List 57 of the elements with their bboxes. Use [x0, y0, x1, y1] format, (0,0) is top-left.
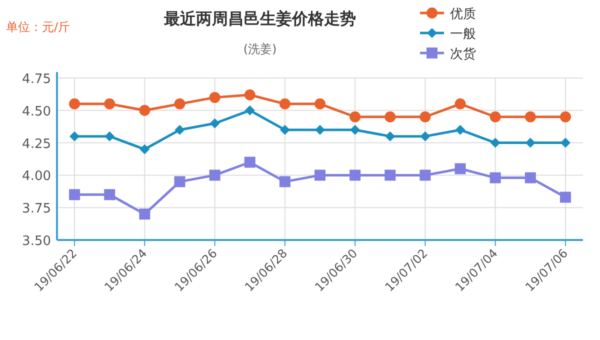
- point: [384, 170, 396, 181]
- point: [140, 144, 150, 154]
- y-tick-label: 4.25: [22, 136, 51, 152]
- point: [280, 124, 290, 135]
- point: [560, 111, 571, 122]
- chart-subtitle: (洗姜): [243, 42, 277, 56]
- point: [314, 170, 326, 181]
- point: [139, 104, 150, 116]
- point: [420, 170, 431, 181]
- point: [209, 92, 220, 103]
- point: [384, 111, 396, 122]
- point: [420, 131, 430, 142]
- point: [104, 98, 116, 110]
- point: [244, 105, 255, 116]
- legend-label: 优质: [450, 7, 476, 22]
- y-tick-label: 4.50: [22, 104, 51, 120]
- point: [385, 131, 396, 142]
- point: [69, 189, 80, 200]
- point: [209, 170, 220, 181]
- point: [350, 170, 361, 181]
- point: [279, 176, 290, 188]
- point: [524, 111, 536, 122]
- point: [70, 131, 80, 142]
- point: [420, 111, 431, 122]
- point: [315, 124, 325, 135]
- point: [350, 111, 361, 122]
- point: [454, 163, 466, 174]
- point: [174, 124, 185, 135]
- point: [210, 118, 220, 128]
- point: [174, 176, 186, 188]
- point: [139, 208, 150, 220]
- point: [490, 172, 501, 184]
- point: [490, 111, 501, 122]
- legend-label: 一般: [450, 27, 476, 42]
- point: [525, 138, 536, 148]
- point: [244, 156, 256, 168]
- point: [454, 98, 466, 110]
- y-tick-label: 3.50: [22, 234, 51, 249]
- point: [174, 98, 186, 110]
- y-tick-label: 4.75: [22, 72, 51, 87]
- point: [314, 98, 326, 110]
- point: [524, 172, 536, 184]
- point: [560, 192, 571, 203]
- point: [490, 138, 500, 148]
- point: [560, 138, 570, 148]
- point: [104, 189, 116, 200]
- chart-title: 最近两周昌邑生姜价格走势: [163, 9, 356, 28]
- y-tick-label: 3.75: [22, 202, 51, 217]
- legend-label: 次货: [450, 47, 476, 62]
- point: [69, 98, 80, 110]
- point: [455, 124, 466, 135]
- y-axis-title: 单位：元/斤: [6, 20, 70, 34]
- point: [104, 131, 115, 142]
- y-tick-label: 4.00: [22, 169, 51, 184]
- point: [244, 89, 256, 100]
- point: [279, 98, 290, 110]
- point: [350, 124, 360, 135]
